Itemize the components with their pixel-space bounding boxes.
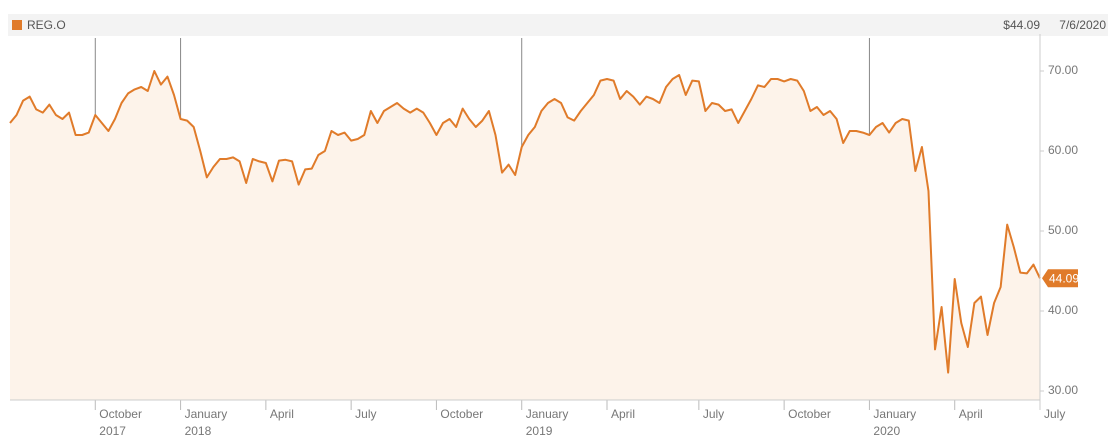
x-tick-label: July [703,407,724,421]
y-tick-label: 60.00 [1048,143,1078,157]
x-tick-year: 2019 [526,424,553,438]
x-tick-label: January [185,407,228,421]
x-tick-label: July [1044,407,1065,421]
area-fill [10,71,1040,400]
last-price-label: 44.09 [1049,271,1079,285]
y-tick-label: 40.00 [1048,303,1078,317]
x-tick-year: 2018 [185,424,212,438]
date: 7/6/2020 [1059,18,1106,32]
y-tick-label: 70.00 [1048,63,1078,77]
x-tick-year: 2020 [873,424,900,438]
x-tick-label: April [959,407,983,421]
price-line [9,70,1041,374]
x-tick-label: July [355,407,376,421]
x-tick-label: January [526,407,569,421]
y-tick-label: 50.00 [1048,223,1078,237]
x-tick-label: October [99,407,142,421]
legend-swatch [12,20,22,30]
last-price-tag [1042,269,1078,288]
x-tick-label: October [788,407,831,421]
legend-label: REG.O [27,18,66,32]
x-tick-year: 2017 [99,424,126,438]
y-tick-label: 30.00 [1048,383,1078,397]
x-tick-label: January [873,407,916,421]
price: $44.09 [1003,18,1040,32]
header-band [8,14,1108,36]
x-tick-label: October [440,407,483,421]
x-tick-label: April [611,407,635,421]
x-tick-label: April [270,407,294,421]
